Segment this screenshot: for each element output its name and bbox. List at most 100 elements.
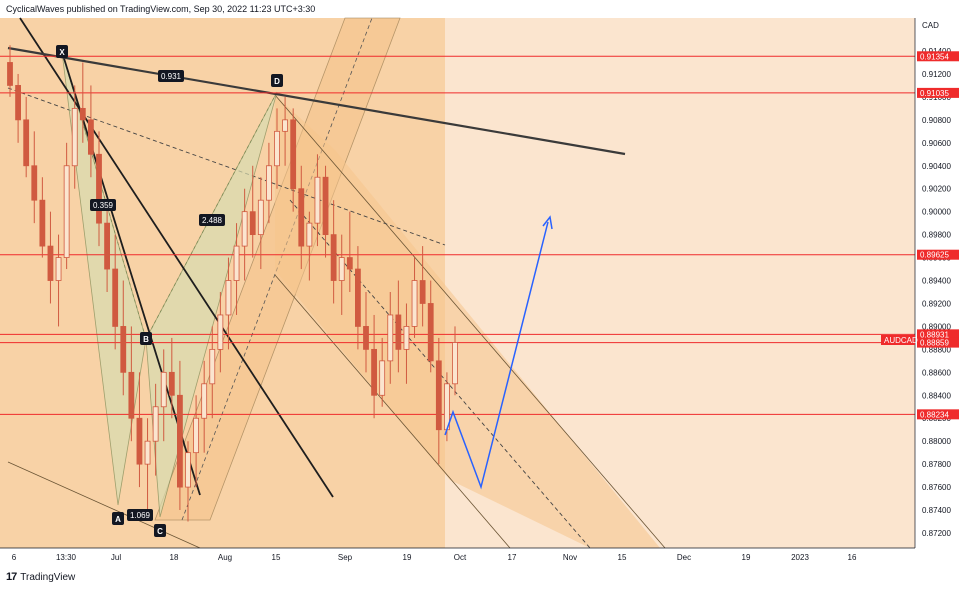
price-tick-label: 0.87400 <box>922 506 951 515</box>
svg-text:AUDCAD: AUDCAD <box>884 336 918 345</box>
time-tick-label: 2023 <box>791 553 809 562</box>
candle-body <box>233 245 240 281</box>
ratio-label: 0.931 <box>161 72 182 81</box>
candle-body <box>177 394 183 488</box>
candle-body <box>55 257 62 281</box>
price-tick-label: 0.88800 <box>922 345 951 354</box>
time-tick-label: Sep <box>338 553 353 562</box>
price-level-badge-label: 0.88931 <box>920 330 949 339</box>
candle-body <box>23 119 30 167</box>
pattern-point-marker <box>140 332 152 345</box>
trendline-x-b <box>61 51 201 496</box>
candle-body <box>39 199 46 247</box>
time-tick-label: Oct <box>454 553 467 562</box>
candle-body <box>7 62 13 86</box>
tradingview-logo-icon: 17 <box>6 571 17 583</box>
candle-body <box>274 130 280 167</box>
publish-header: CyclicalWaves published on TradingView.c… <box>6 4 316 14</box>
price-tick-label: 0.88400 <box>922 391 951 400</box>
candle-body <box>249 211 256 236</box>
candles <box>7 45 458 522</box>
price-tick-label: 0.89200 <box>922 299 951 308</box>
time-tick-label: 6 <box>12 553 17 562</box>
candle-body <box>120 326 127 373</box>
candle-body <box>104 222 110 270</box>
pattern-point-label: D <box>274 77 280 86</box>
candle-body <box>136 417 143 465</box>
candle-body <box>363 326 369 350</box>
candle-body <box>282 119 288 132</box>
candle-body <box>411 280 418 327</box>
price-tick-label: 0.89400 <box>922 277 951 286</box>
candle-body <box>306 222 313 247</box>
time-tick-label: Dec <box>677 553 691 562</box>
candle-body <box>88 119 94 155</box>
candle-body <box>201 383 208 419</box>
candle-body <box>168 371 175 396</box>
ratio-label-box <box>199 214 225 226</box>
candle-body <box>314 176 321 224</box>
price-tick-label: 0.90600 <box>922 139 951 148</box>
candle-body <box>144 440 151 465</box>
time-tick-label: 16 <box>848 553 857 562</box>
candle-body <box>379 360 386 396</box>
candle-body <box>387 314 394 362</box>
price-axis <box>915 18 960 548</box>
candle-body <box>330 234 337 281</box>
candle-body <box>435 360 442 431</box>
candle-body <box>47 245 54 281</box>
candle-body <box>419 280 426 304</box>
price-tick-label: 0.89000 <box>922 322 951 331</box>
candle-body <box>193 417 199 454</box>
time-axis-ticks: 6 13:30 Jul 18 Aug 15 Sep 19 Oct 17 Nov 15 Dec 19 2023… <box>12 553 857 562</box>
pattern-point-marker <box>154 524 166 537</box>
pattern-points: X A B C D <box>56 45 283 537</box>
price-level-badge <box>917 249 959 260</box>
time-tick-label: 19 <box>742 553 751 562</box>
price-level-badge-label: 0.91035 <box>920 89 949 98</box>
candle-body <box>15 85 21 121</box>
ratio-label: 0.359 <box>93 201 114 210</box>
lower-channel-line <box>7 461 201 549</box>
symbol-badge: AUDCAD <box>881 335 918 345</box>
price-level-badge-label: 0.88234 <box>920 410 949 419</box>
ratio-label-box <box>90 199 116 211</box>
price-tick-label: 0.88600 <box>922 368 951 377</box>
price-level-badge <box>917 329 959 340</box>
time-tick-label: 13:30 <box>56 553 77 562</box>
ratio-label-box <box>158 70 184 82</box>
price-level-badge <box>917 409 959 420</box>
ratio-labels: 0.931 0.359 2.488 1.069 <box>90 70 225 521</box>
candle-body <box>338 257 345 281</box>
time-tick-label: Nov <box>563 553 577 562</box>
candle-body <box>79 107 86 121</box>
candle-body <box>160 371 167 408</box>
time-tick-label: 17 <box>508 553 517 562</box>
candle-body <box>266 165 272 201</box>
descending-channel-upper <box>274 94 666 549</box>
price-level-badge <box>917 87 959 98</box>
candle-body <box>225 280 232 316</box>
price-tick-label: 0.87600 <box>922 483 951 492</box>
time-tick-label: Jul <box>111 553 121 562</box>
time-tick-label: 19 <box>403 553 412 562</box>
ratio-label: 1.069 <box>130 511 151 520</box>
pattern-point-marker <box>271 74 283 87</box>
candle-body <box>152 406 159 442</box>
price-tick-label: 0.89800 <box>922 231 951 240</box>
candle-body <box>403 326 410 350</box>
candle-body <box>452 342 458 385</box>
candle-body <box>185 452 191 488</box>
price-level-badge <box>917 51 959 62</box>
projection-arrowhead <box>542 215 553 230</box>
price-tick-label: 0.87200 <box>922 529 951 538</box>
candle-body <box>96 153 102 224</box>
candle-body <box>298 188 305 247</box>
time-axis <box>0 548 915 566</box>
price-tick-label: 0.90800 <box>922 116 951 125</box>
price-tick-label: 0.88000 <box>922 437 951 446</box>
candle-body <box>217 314 224 350</box>
time-tick-label: 15 <box>272 553 281 562</box>
candle-body <box>241 211 248 247</box>
